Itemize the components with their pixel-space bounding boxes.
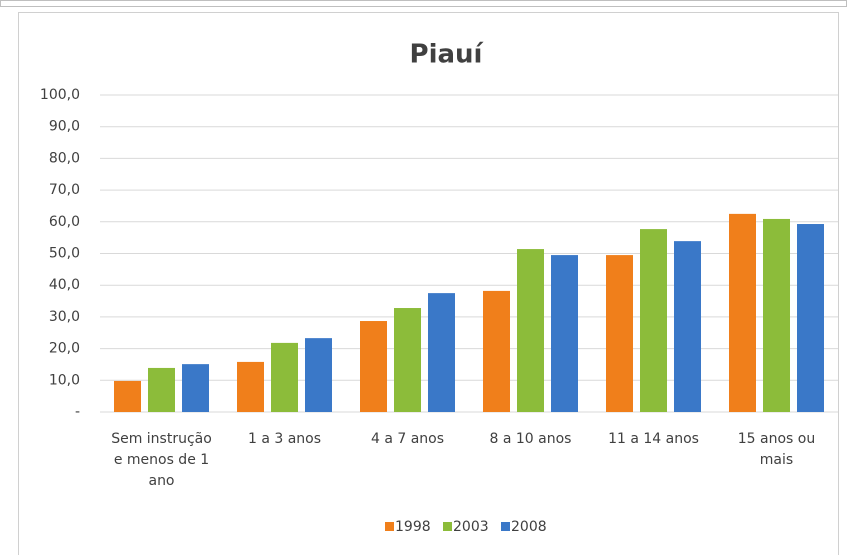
bar	[551, 255, 578, 412]
bar	[114, 380, 141, 412]
x-tick-label: 11 a 14 anos	[608, 431, 699, 447]
legend-label: 2008	[511, 519, 547, 535]
bar	[394, 308, 421, 412]
y-tick-label: 50,0	[49, 246, 80, 262]
y-tick-label: 60,0	[49, 214, 80, 230]
bar	[305, 338, 332, 412]
x-tick-label: 15 anos ou mais	[737, 431, 816, 468]
y-tick-label: 90,0	[49, 119, 80, 135]
bar	[483, 290, 510, 412]
bar	[640, 229, 667, 412]
bar	[763, 218, 790, 412]
bar	[517, 249, 544, 412]
legend-swatch	[385, 522, 394, 531]
x-tick-label: 1 a 3 anos	[247, 431, 322, 447]
bar	[271, 342, 298, 412]
bar	[674, 241, 701, 412]
chart-title: Piauí	[410, 40, 485, 70]
x-tick-label: 4 a 7 anos	[370, 431, 445, 447]
bar	[729, 213, 756, 412]
x-tick-label: Sem instrução e menos de 1 ano	[111, 431, 212, 489]
bar	[797, 224, 824, 412]
y-tick-label: 70,0	[49, 182, 80, 198]
frame-top	[0, 0, 847, 7]
x-tick-label: 8 a 10 anos	[489, 431, 572, 447]
y-tick-label: 40,0	[49, 277, 80, 293]
bar	[360, 321, 387, 412]
y-tick-label: 20,0	[49, 341, 80, 357]
bar	[606, 255, 633, 412]
y-tick-label: 100,0	[40, 87, 80, 103]
y-tick-label: 10,0	[49, 372, 80, 388]
legend-label: 1998	[395, 519, 431, 535]
bar	[237, 361, 264, 412]
legend-label: 2003	[453, 519, 489, 535]
y-tick-label: 80,0	[49, 150, 80, 166]
bar	[428, 293, 455, 412]
chart-border	[18, 12, 839, 555]
bar	[148, 367, 175, 412]
y-tick-label: -	[75, 404, 80, 420]
legend-swatch	[443, 522, 452, 531]
y-tick-label: 30,0	[49, 309, 80, 325]
bar	[182, 364, 209, 412]
legend-swatch	[501, 522, 510, 531]
